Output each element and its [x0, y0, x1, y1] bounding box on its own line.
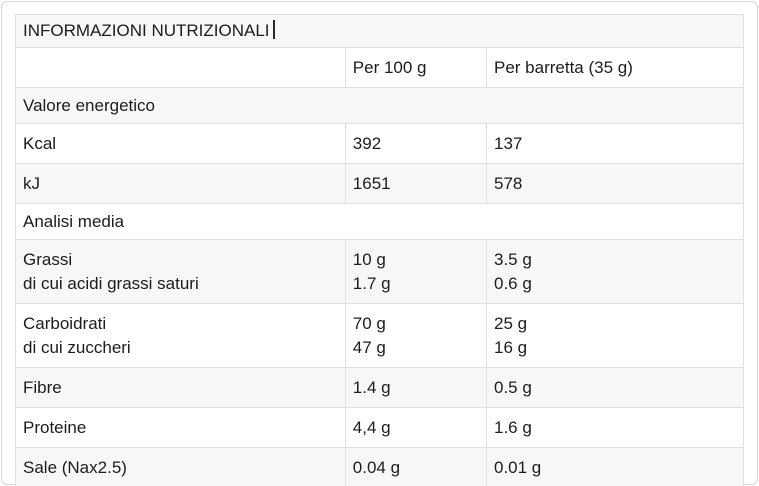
row-label: Carboidrati di cui zuccheri — [15, 303, 346, 368]
header-empty-cell — [15, 47, 346, 88]
row-label: Fibre — [15, 367, 346, 408]
cell-per100: 392 — [344, 123, 488, 164]
table-title-cell: INFORMAZIONI NUTRIZIONALI — [15, 14, 744, 48]
cell-per100: 4,4 g — [344, 407, 488, 448]
row-label: Grassi di cui acidi grassi saturi — [15, 239, 346, 304]
value-sub: 47 g — [352, 338, 386, 357]
row-label-sub: di cui zuccheri — [23, 338, 131, 357]
value-main: 3.5 g — [494, 250, 532, 269]
cell-perbar: 25 g 16 g — [486, 303, 744, 368]
row-label: Sale (Nax2.5) — [15, 447, 346, 486]
table-row: Proteine 4,4 g 1.6 g — [15, 407, 744, 448]
table-row: Carboidrati di cui zuccheri 70 g 47 g 25… — [15, 303, 744, 368]
nutrition-table: INFORMAZIONI NUTRIZIONALI Per 100 g Per … — [15, 14, 744, 486]
row-label-sub: di cui acidi grassi saturi — [23, 274, 199, 293]
table-row: Sale (Nax2.5) 0.04 g 0.01 g — [15, 447, 744, 486]
row-label-main: Carboidrati — [23, 314, 107, 333]
value-main: 25 g — [494, 314, 528, 333]
row-label-main: Grassi — [23, 250, 73, 269]
cell-per100: 1651 — [344, 163, 488, 204]
header-per100-cell: Per 100 g — [344, 47, 488, 88]
table-row: Analisi media — [15, 203, 744, 240]
cell-perbar: 578 — [486, 163, 744, 204]
cell-per100: 1.4 g — [344, 367, 488, 408]
table-row: Kcal 392 137 — [15, 123, 744, 164]
table-row: Per 100 g Per barretta (35 g) — [15, 47, 744, 88]
text-cursor — [272, 20, 275, 39]
table-row: kJ 1651 578 — [15, 163, 744, 204]
value-sub: 1.7 g — [352, 274, 391, 293]
section-energy-label: Valore energetico — [15, 87, 744, 124]
cell-perbar: 0.5 g — [486, 367, 744, 408]
header-perbar-cell: Per barretta (35 g) — [486, 47, 744, 88]
cell-perbar: 137 — [486, 123, 744, 164]
cell-perbar: 1.6 g — [486, 407, 744, 448]
table-row: Fibre 1.4 g 0.5 g — [15, 367, 744, 408]
table-row: Grassi di cui acidi grassi saturi 10 g 1… — [15, 239, 744, 304]
cell-per100: 0.04 g — [344, 447, 488, 486]
row-label: Proteine — [15, 407, 346, 448]
cell-perbar: 0.01 g — [486, 447, 744, 486]
cell-per100: 10 g 1.7 g — [344, 239, 488, 304]
value-main: 70 g — [352, 314, 386, 333]
table-row: INFORMAZIONI NUTRIZIONALI — [15, 14, 744, 48]
row-label: Kcal — [15, 123, 346, 164]
value-main: 10 g — [352, 250, 386, 269]
cell-perbar: 3.5 g 0.6 g — [486, 239, 744, 304]
value-sub: 0.6 g — [494, 274, 532, 293]
cell-per100: 70 g 47 g — [344, 303, 488, 368]
value-sub: 16 g — [494, 338, 528, 357]
table-row: Valore energetico — [15, 87, 744, 124]
table-title: INFORMAZIONI NUTRIZIONALI — [23, 21, 270, 40]
section-analysis-label: Analisi media — [15, 203, 744, 240]
row-label: kJ — [15, 163, 346, 204]
